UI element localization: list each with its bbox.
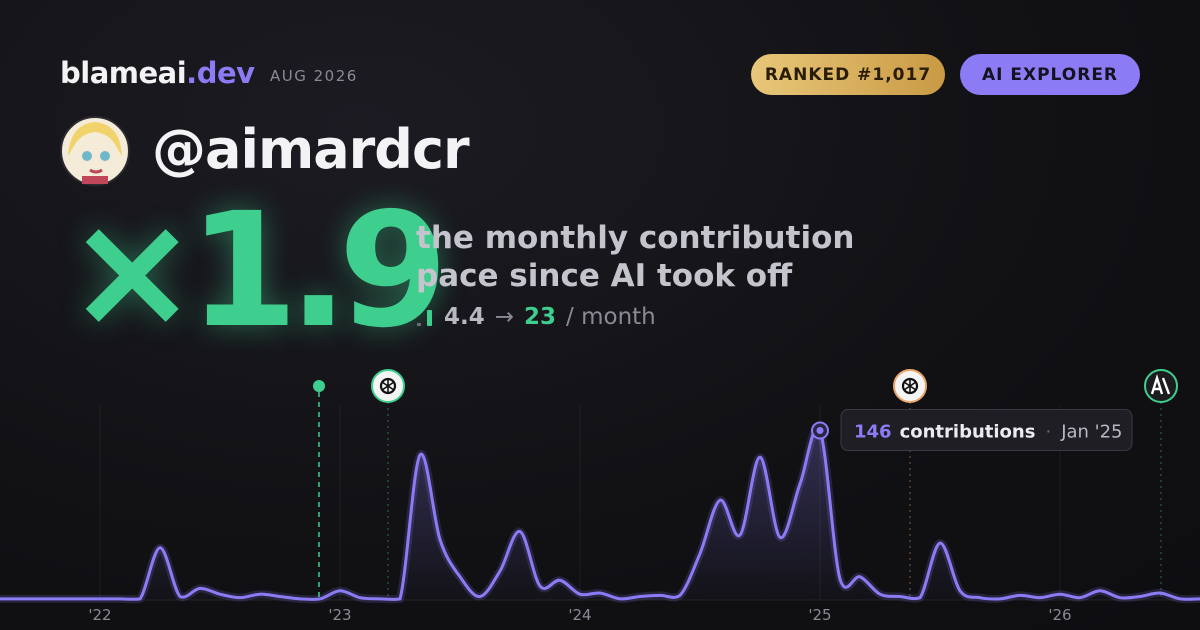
- pace-before: 4.4: [444, 304, 485, 330]
- pace-stats: 4.4 → 23 / month: [416, 304, 656, 330]
- caption: pace since AI took off: [416, 258, 793, 294]
- tooltip-value: 146: [854, 422, 892, 443]
- highlight-dot: [816, 427, 824, 435]
- area: [0, 427, 1200, 600]
- caption: the monthly contribution: [416, 220, 855, 256]
- x-tick-label: '25: [808, 606, 831, 624]
- tooltip-unit: contributions: [900, 422, 1036, 443]
- openai-icon: [371, 369, 405, 403]
- brand-name: blameai: [60, 56, 187, 90]
- openai-icon: [893, 369, 927, 403]
- line-glow: [0, 423, 1200, 604]
- pace-icon: [417, 310, 432, 326]
- line: [0, 426, 1200, 601]
- tooltip-box: [840, 409, 1133, 452]
- tooltip-sep: ·: [1045, 422, 1051, 443]
- x-tick-label: '26: [1048, 606, 1071, 624]
- x-tick-label: '24: [568, 606, 591, 624]
- tooltip-label: Jan '25: [1060, 422, 1122, 443]
- tooltip-text: 146 contributions · Jan '25: [854, 422, 1123, 443]
- x-tick-label: '22: [88, 606, 111, 624]
- pace-unit: / month: [566, 304, 656, 330]
- brand-tld: .dev: [186, 56, 255, 90]
- username: @aimardcr: [152, 118, 470, 181]
- tier-badge: AI EXPLORER: [960, 54, 1140, 95]
- pace-arrow: →: [494, 304, 515, 330]
- anthropic-icon: [1144, 369, 1178, 403]
- date: AUG 2026: [270, 67, 358, 85]
- pace-after: 23: [524, 304, 557, 330]
- event-dot: [313, 380, 325, 392]
- x-tick-label: '23: [328, 606, 351, 624]
- brand: blameai.dev: [60, 56, 255, 90]
- events: [313, 369, 1178, 600]
- tooltip: 146 contributions · Jan '25: [840, 409, 1133, 452]
- avatar: [60, 116, 130, 186]
- multiplier: ×1.9: [66, 179, 448, 363]
- rank-badge: RANKED #1,017: [751, 54, 945, 95]
